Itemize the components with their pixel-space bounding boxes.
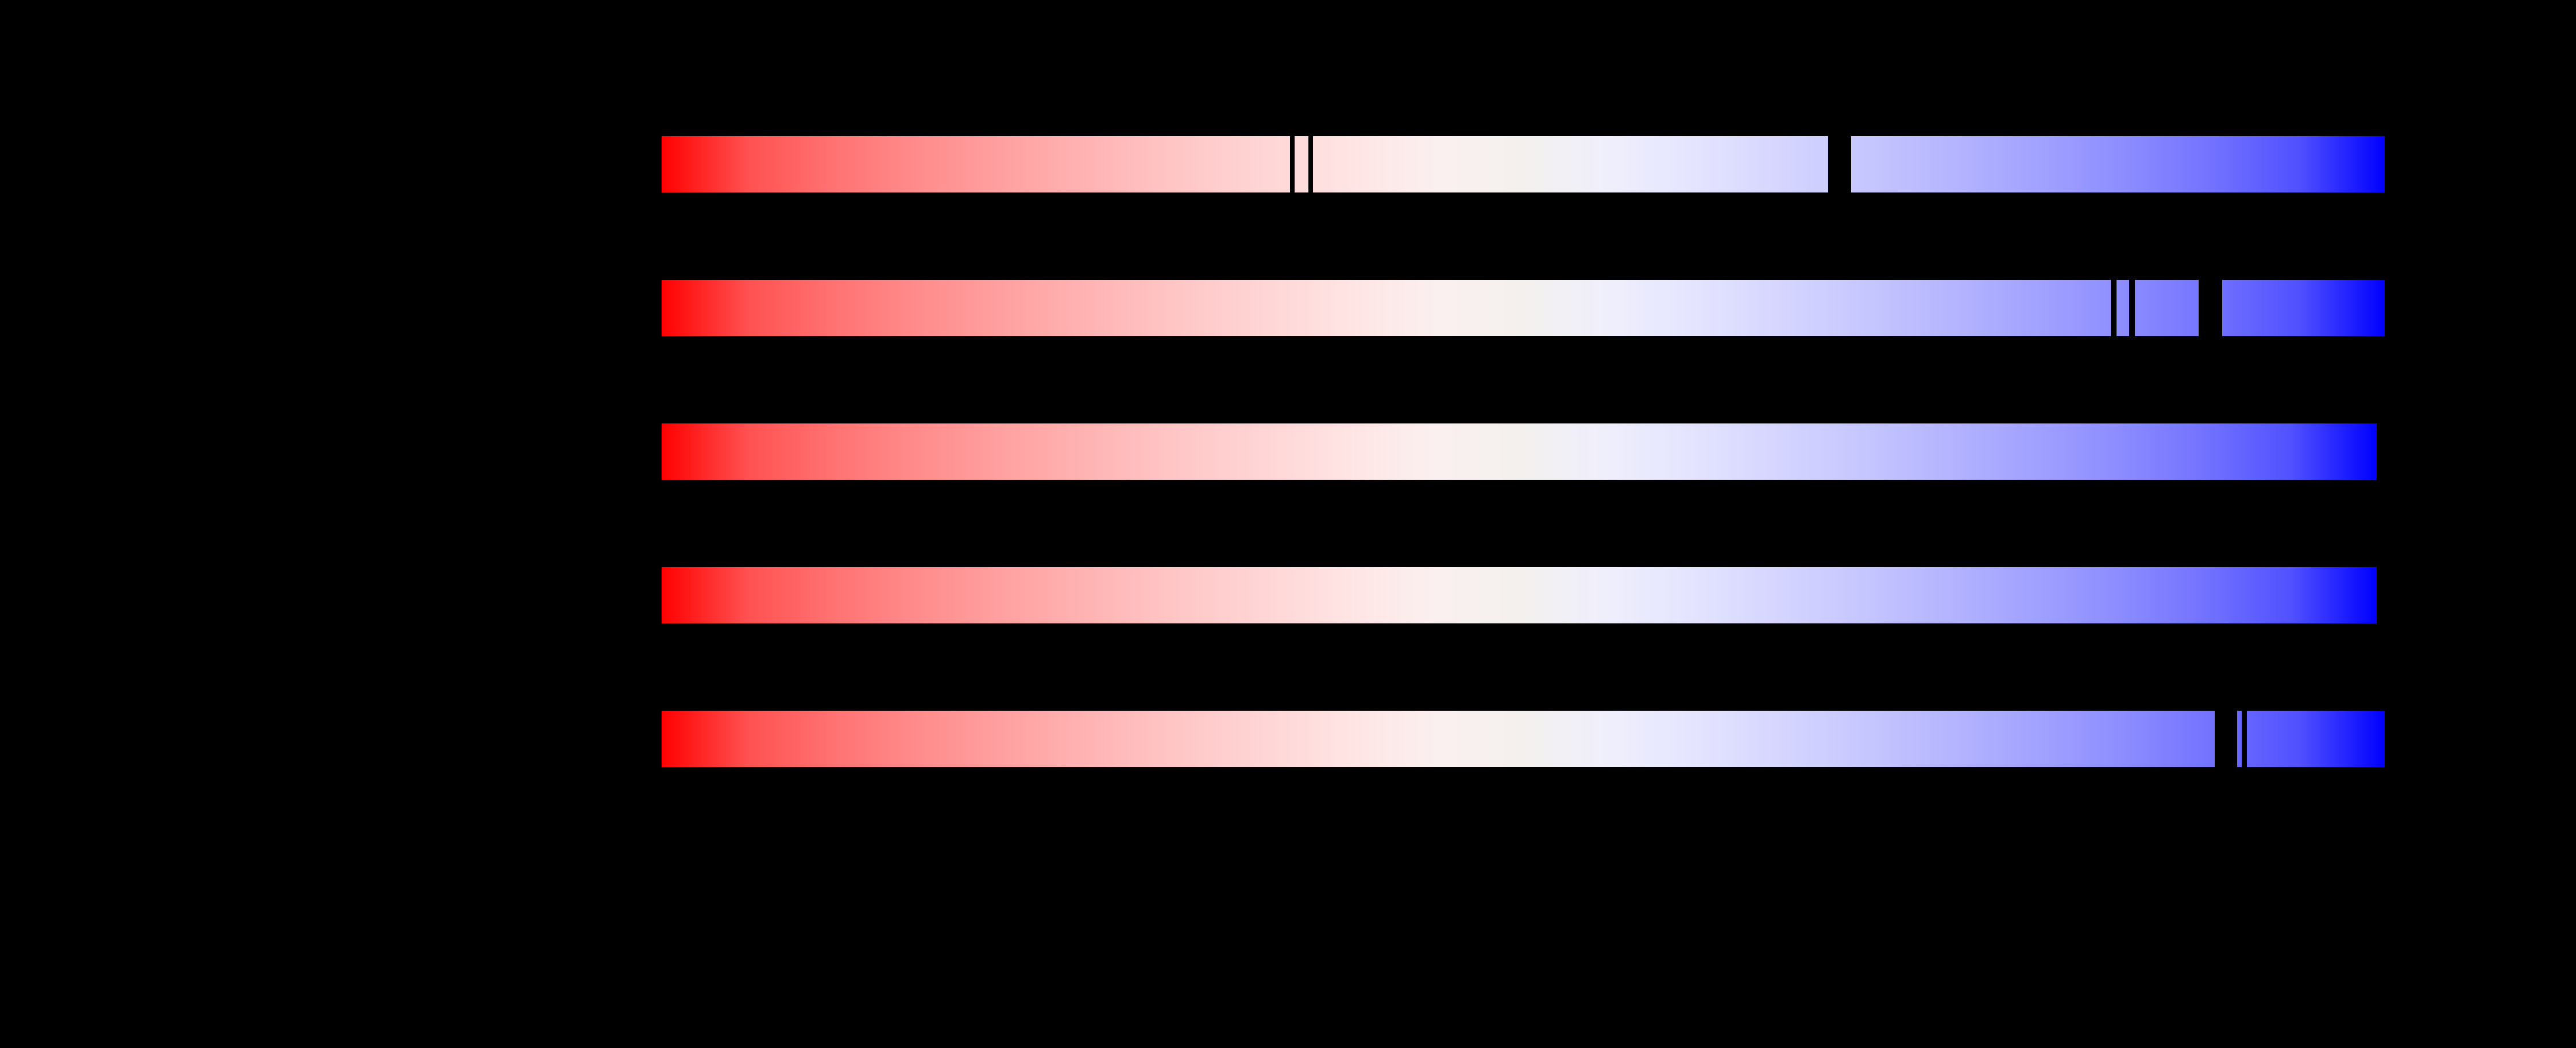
gradient-bar-3 [662, 423, 2377, 480]
gradient-bar-5 [662, 710, 2385, 768]
tick-marker [2129, 279, 2135, 337]
gap-marker [2215, 710, 2237, 768]
gradient-bar-2 [662, 279, 2385, 337]
gradient-bar-4 [662, 567, 2377, 623]
tick-marker [2111, 279, 2117, 337]
tick-marker [1308, 136, 1313, 193]
gap-marker [1828, 136, 1851, 193]
tick-marker [2242, 710, 2247, 768]
gap-marker [2199, 279, 2222, 337]
gradient-bar-1 [662, 136, 2385, 193]
tick-marker [1290, 136, 1295, 193]
